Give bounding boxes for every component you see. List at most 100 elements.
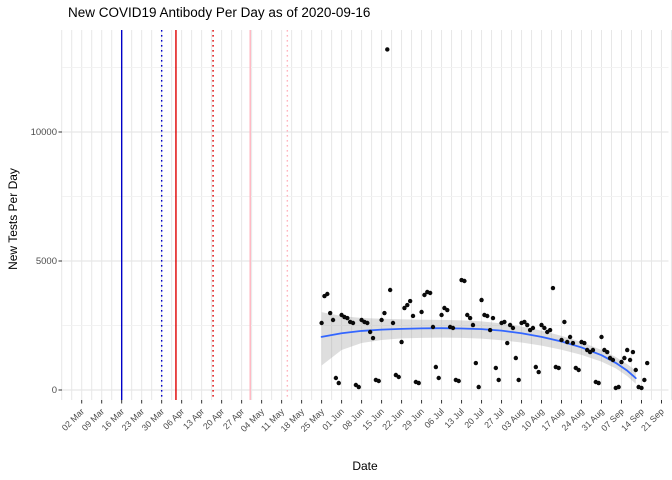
data-point [590, 347, 596, 353]
data-point [619, 359, 624, 365]
x-tick-label: 13 Apr [181, 406, 206, 431]
chart-title: New COVID19 Antibody Per Day as of 2020-… [68, 5, 371, 20]
data-point [539, 322, 544, 328]
confidence-band [321, 312, 636, 384]
data-point [485, 313, 490, 319]
data-point [616, 384, 621, 390]
data-point [510, 325, 516, 331]
data-point [596, 380, 601, 386]
data-point [627, 357, 633, 363]
data-point [407, 298, 413, 304]
data-point [567, 334, 573, 340]
data-point [516, 377, 521, 383]
data-point [385, 47, 390, 52]
data-point [490, 315, 496, 321]
data-point [525, 322, 530, 328]
data-point [507, 322, 513, 328]
data-point [405, 302, 410, 308]
data-point [410, 313, 416, 319]
data-point [605, 349, 610, 355]
data-point [399, 339, 404, 345]
data-point [550, 285, 556, 291]
data-point [416, 380, 421, 386]
data-point [633, 367, 638, 373]
data-point [382, 310, 387, 316]
data-point [325, 291, 330, 297]
data-point [610, 357, 616, 363]
data-point [345, 315, 350, 321]
x-tick-label: 20 Jul [462, 406, 486, 430]
x-tick-label: 30 Mar [140, 406, 166, 432]
data-point [642, 377, 647, 383]
data-point [439, 312, 444, 318]
x-tick-label: 20 Apr [201, 406, 226, 431]
data-point [467, 315, 473, 321]
data-point [582, 340, 587, 346]
data-point [533, 364, 539, 370]
data-point [487, 327, 493, 333]
data-point [330, 317, 336, 323]
data-point [433, 364, 439, 370]
data-point [333, 375, 339, 381]
data-point [327, 310, 333, 316]
data-point [513, 355, 519, 361]
data-point [473, 360, 479, 366]
data-point [556, 365, 561, 371]
data-point [387, 287, 393, 293]
data-point [639, 385, 644, 391]
data-point [570, 340, 576, 346]
data-point [379, 317, 384, 323]
data-point [547, 327, 553, 333]
data-point [479, 297, 484, 303]
data-point [365, 320, 370, 326]
data-point [496, 377, 501, 383]
x-tick-label: 06 Jul [422, 406, 446, 430]
data-point [559, 337, 564, 343]
data-point [367, 329, 373, 335]
data-point [470, 322, 476, 328]
data-point [402, 305, 407, 311]
data-point [530, 325, 536, 331]
y-tick-label: 5000 [36, 256, 57, 267]
data-point [396, 374, 401, 380]
data-point [493, 365, 499, 371]
data-point [436, 375, 441, 381]
data-point [536, 369, 541, 375]
data-point [319, 320, 324, 326]
data-point [630, 349, 636, 355]
data-point [390, 320, 396, 326]
y-axis-title: New Tests Per Day [6, 168, 20, 270]
data-point [445, 307, 450, 313]
data-point [542, 325, 547, 331]
data-point [430, 324, 436, 330]
data-point [419, 309, 424, 315]
x-tick-label: 13 Jul [442, 406, 466, 430]
x-tick-label: 21 Sep [639, 406, 666, 433]
data-point [476, 384, 481, 390]
data-point [522, 319, 527, 325]
data-point [350, 320, 356, 326]
y-tick-label: 10000 [31, 127, 57, 138]
data-point [456, 378, 461, 384]
data-point [565, 339, 570, 345]
data-point [450, 325, 456, 331]
data-point [462, 278, 467, 284]
data-point [376, 378, 381, 384]
data-point [422, 292, 427, 298]
data-point [427, 290, 433, 296]
x-tick-label: 06 Apr [161, 406, 186, 431]
data-point [599, 334, 604, 340]
data-point [505, 340, 510, 346]
y-tick-label: 0 [52, 385, 57, 396]
data-point [336, 380, 341, 386]
data-point [625, 347, 630, 353]
data-point [645, 360, 650, 366]
data-point [562, 319, 567, 325]
data-point [502, 319, 507, 325]
data-point [576, 367, 581, 373]
data-point [465, 312, 470, 318]
data-point [370, 335, 376, 341]
x-axis-title: Date [352, 459, 378, 473]
x-tick-label: 29 Jun [400, 406, 426, 432]
